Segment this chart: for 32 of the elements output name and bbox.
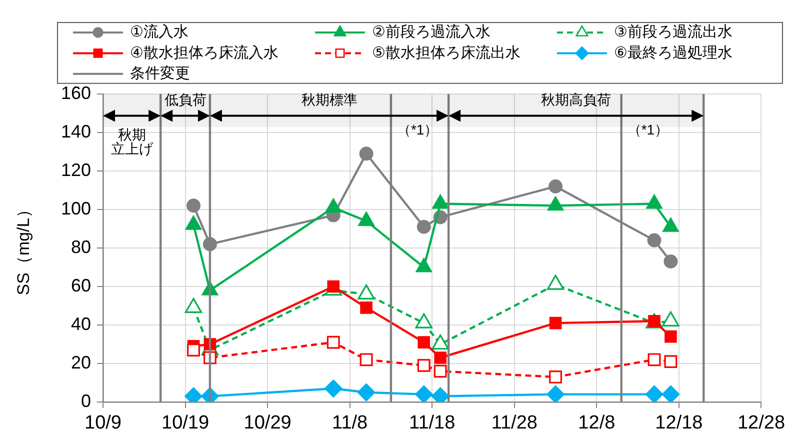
x-tick-label: 12/8 xyxy=(578,412,616,434)
x-tick-label: 11/18 xyxy=(409,412,456,434)
legend-label: ②前段ろ過流入水 xyxy=(372,24,490,41)
x-tick-label: 10/19 xyxy=(162,412,210,434)
band-label: 秋期高負荷 xyxy=(541,92,612,108)
y-tick-label: 100 xyxy=(60,198,91,218)
y-tick-label: 60 xyxy=(70,275,91,296)
annotation: （*1） xyxy=(627,121,669,138)
band-label: 秋期標準 xyxy=(301,92,358,108)
x-tick-label: 11/8 xyxy=(332,412,368,434)
y-tick-label: 40 xyxy=(70,314,91,334)
x-tick-label: 11/28 xyxy=(491,412,538,434)
ref-line-label: 条件変更 xyxy=(130,65,190,82)
legend-label: ⑤散水担体ろ床流出水 xyxy=(372,44,520,62)
x-tick-label: 12/28 xyxy=(737,412,785,434)
y-tick-label: 0 xyxy=(80,390,91,411)
annotation: （*1） xyxy=(396,121,438,138)
y-tick-label: 80 xyxy=(70,236,91,257)
y-tick-label: 120 xyxy=(60,160,91,180)
legend-label: ⑥最終ろ過処理水 xyxy=(614,44,732,62)
y-tick-label: 140 xyxy=(60,121,91,142)
legend-label: ①流入水 xyxy=(130,24,188,41)
legend-label: ③前段ろ過流出水 xyxy=(614,24,732,41)
y-tick-label: 160 xyxy=(60,82,91,103)
x-tick-label: 10/29 xyxy=(244,412,292,434)
band-label: 低負荷 xyxy=(164,92,206,108)
y-axis-title: SS（mg/L） xyxy=(14,200,33,296)
x-tick-label: 10/9 xyxy=(84,412,122,434)
y-tick-label: 20 xyxy=(70,352,91,372)
x-tick-label: 12/18 xyxy=(655,412,703,434)
legend-label: ④散水担体ろ床流入水 xyxy=(130,44,278,62)
band-label: 秋期立上げ xyxy=(110,126,154,157)
